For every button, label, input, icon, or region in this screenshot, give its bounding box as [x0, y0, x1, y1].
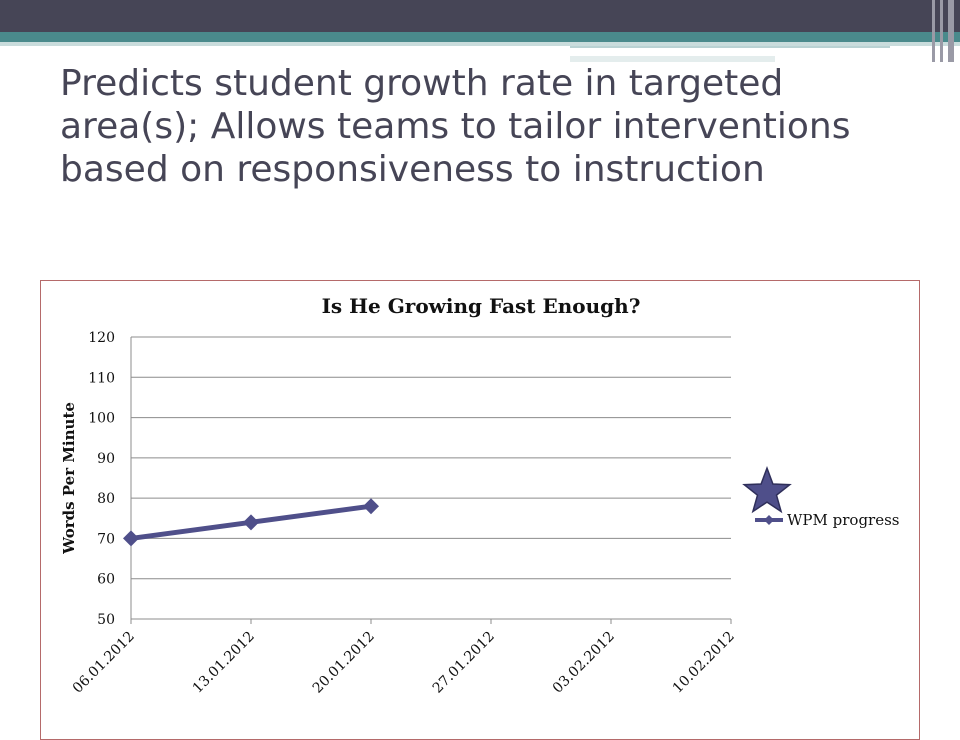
data-point: [243, 514, 259, 531]
slide-teal-band: [0, 32, 960, 42]
data-point: [363, 498, 379, 515]
y-tick-label: 110: [88, 370, 115, 386]
y-tick-label: 60: [97, 572, 115, 588]
y-tick-label: 80: [97, 491, 115, 507]
y-tick-label: 120: [88, 330, 115, 346]
x-tick-label: 10.02.2012: [670, 629, 738, 697]
y-tick-label: 50: [97, 612, 115, 628]
legend-label: WPM progress: [787, 511, 900, 529]
goal-star-icon: [742, 465, 792, 514]
tick-labels: 50 60 70 80 90 100 110 120 06.01.2012 13.01.2012 2…: [70, 330, 738, 697]
slide-top-band: [0, 0, 960, 32]
y-tick-label: 100: [88, 411, 115, 427]
chart-frame: Is He Growing Fast Enough? Words Per Min…: [40, 280, 920, 740]
x-tick-label: 27.01.2012: [430, 629, 498, 697]
slide-vertical-accent: [948, 0, 954, 62]
x-tick-label: 03.02.2012: [550, 629, 618, 697]
data-point: [123, 530, 139, 547]
chart-title: Is He Growing Fast Enough?: [322, 294, 641, 318]
slide-vertical-accent: [932, 0, 935, 62]
x-tick-label: 06.01.2012: [70, 629, 138, 697]
slide-accent-bar: [570, 56, 775, 62]
legend: WPM progress: [755, 511, 900, 529]
y-axis-label: Words Per Minute: [60, 402, 78, 555]
gridlines: [131, 336, 731, 620]
x-tick-label: 13.01.2012: [190, 629, 258, 697]
slide-light-band: [0, 42, 960, 46]
x-tick-label: 20.01.2012: [310, 629, 378, 697]
y-tick-label: 90: [97, 451, 115, 467]
slide-accent-line: [570, 46, 890, 48]
y-tick-label: 70: [97, 531, 115, 547]
chart: Is He Growing Fast Enough? Words Per Min…: [60, 294, 900, 697]
series: [123, 465, 792, 547]
slide-title: Predicts student growth rate in targeted…: [60, 63, 851, 190]
axes: [130, 337, 732, 624]
slide-vertical-accent: [940, 0, 943, 62]
legend-marker: [764, 515, 774, 525]
